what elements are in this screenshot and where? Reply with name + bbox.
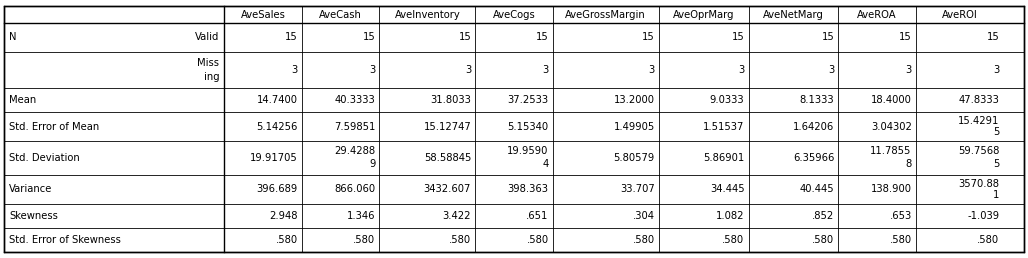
Text: .580: .580 xyxy=(723,235,744,245)
Text: 14.7400: 14.7400 xyxy=(257,95,298,105)
Text: 3: 3 xyxy=(369,65,375,75)
Text: 37.2533: 37.2533 xyxy=(508,95,549,105)
Text: 3: 3 xyxy=(465,65,471,75)
Text: N: N xyxy=(9,32,16,42)
Text: .304: .304 xyxy=(632,211,655,221)
Text: 866.060: 866.060 xyxy=(334,184,375,194)
Text: .852: .852 xyxy=(812,211,834,221)
Text: -1.039: -1.039 xyxy=(967,211,999,221)
Text: 1.346: 1.346 xyxy=(346,211,375,221)
Text: 1.49905: 1.49905 xyxy=(614,122,655,132)
Text: AveCogs: AveCogs xyxy=(492,10,536,20)
Text: 15: 15 xyxy=(641,32,655,42)
Text: 15: 15 xyxy=(987,32,999,42)
Text: Skewness: Skewness xyxy=(9,211,59,221)
Text: 3: 3 xyxy=(993,65,999,75)
Text: 15.4291: 15.4291 xyxy=(958,116,999,126)
Text: 3: 3 xyxy=(649,65,655,75)
Text: 40.3333: 40.3333 xyxy=(334,95,375,105)
Text: 1.51537: 1.51537 xyxy=(703,122,744,132)
Text: 9.0333: 9.0333 xyxy=(709,95,744,105)
Text: 5.15340: 5.15340 xyxy=(508,122,549,132)
Text: 5.80579: 5.80579 xyxy=(614,153,655,163)
Text: .580: .580 xyxy=(449,235,471,245)
Text: 15: 15 xyxy=(458,32,471,42)
Text: 40.445: 40.445 xyxy=(800,184,834,194)
Text: 5.86901: 5.86901 xyxy=(703,153,744,163)
Text: 2.948: 2.948 xyxy=(269,211,298,221)
Text: AveROA: AveROA xyxy=(857,10,896,20)
Text: Mean: Mean xyxy=(9,95,37,105)
Text: Std. Deviation: Std. Deviation xyxy=(9,153,80,163)
Text: .580: .580 xyxy=(354,235,375,245)
Text: AveOprMarg: AveOprMarg xyxy=(673,10,734,20)
Text: 59.7568: 59.7568 xyxy=(958,147,999,157)
Text: AveSales: AveSales xyxy=(241,10,286,20)
Text: 31.8033: 31.8033 xyxy=(431,95,471,105)
Text: AveNetMarg: AveNetMarg xyxy=(763,10,823,20)
Text: 8.1333: 8.1333 xyxy=(800,95,834,105)
Text: 29.4288: 29.4288 xyxy=(334,147,375,157)
Text: .580: .580 xyxy=(526,235,549,245)
Text: .653: .653 xyxy=(889,211,912,221)
Text: .580: .580 xyxy=(978,235,999,245)
Text: 3570.88: 3570.88 xyxy=(958,179,999,189)
Text: .651: .651 xyxy=(526,211,549,221)
Text: 7.59851: 7.59851 xyxy=(334,122,375,132)
Text: 9: 9 xyxy=(369,159,375,169)
Text: 6.35966: 6.35966 xyxy=(793,153,834,163)
Text: 33.707: 33.707 xyxy=(620,184,655,194)
Text: 3.422: 3.422 xyxy=(443,211,471,221)
Text: 3: 3 xyxy=(906,65,912,75)
Text: 396.689: 396.689 xyxy=(257,184,298,194)
Text: AveInventory: AveInventory xyxy=(395,10,461,20)
Text: ing: ing xyxy=(204,72,219,82)
Text: Std. Error of Skewness: Std. Error of Skewness xyxy=(9,235,121,245)
Text: AveROI: AveROI xyxy=(942,10,978,20)
Text: .580: .580 xyxy=(632,235,655,245)
Text: 19.91705: 19.91705 xyxy=(250,153,298,163)
Text: 138.900: 138.900 xyxy=(871,184,912,194)
Text: 1.082: 1.082 xyxy=(715,211,744,221)
Text: 3: 3 xyxy=(738,65,744,75)
Text: 5: 5 xyxy=(993,127,999,137)
Text: 58.58845: 58.58845 xyxy=(424,153,471,163)
Text: 15.12747: 15.12747 xyxy=(424,122,471,132)
Text: 398.363: 398.363 xyxy=(508,184,549,194)
Text: 4: 4 xyxy=(543,159,549,169)
Text: Valid: Valid xyxy=(195,32,219,42)
Text: 15: 15 xyxy=(898,32,912,42)
Text: 5: 5 xyxy=(993,159,999,169)
Text: .580: .580 xyxy=(889,235,912,245)
Text: .580: .580 xyxy=(276,235,298,245)
Text: 3.04302: 3.04302 xyxy=(871,122,912,132)
Text: 3: 3 xyxy=(292,65,298,75)
Text: .580: .580 xyxy=(812,235,834,245)
Text: 15: 15 xyxy=(536,32,549,42)
Text: 15: 15 xyxy=(363,32,375,42)
Text: 3432.607: 3432.607 xyxy=(424,184,471,194)
Text: 15: 15 xyxy=(732,32,744,42)
Text: 5.14256: 5.14256 xyxy=(256,122,298,132)
Text: 18.4000: 18.4000 xyxy=(871,95,912,105)
Text: 19.9590: 19.9590 xyxy=(507,147,549,157)
Text: 13.2000: 13.2000 xyxy=(614,95,655,105)
Text: 47.8333: 47.8333 xyxy=(958,95,999,105)
Text: 34.445: 34.445 xyxy=(709,184,744,194)
Text: 3: 3 xyxy=(543,65,549,75)
Text: 11.7855: 11.7855 xyxy=(871,147,912,157)
Text: 1: 1 xyxy=(993,190,999,200)
Text: AveGrossMargin: AveGrossMargin xyxy=(565,10,647,20)
Text: 3: 3 xyxy=(828,65,834,75)
Text: 8: 8 xyxy=(906,159,912,169)
Text: Std. Error of Mean: Std. Error of Mean xyxy=(9,122,100,132)
Text: 15: 15 xyxy=(285,32,298,42)
Text: 1.64206: 1.64206 xyxy=(793,122,834,132)
Text: Miss: Miss xyxy=(197,58,219,68)
Text: Variance: Variance xyxy=(9,184,52,194)
Text: 15: 15 xyxy=(821,32,834,42)
Text: AveCash: AveCash xyxy=(320,10,362,20)
